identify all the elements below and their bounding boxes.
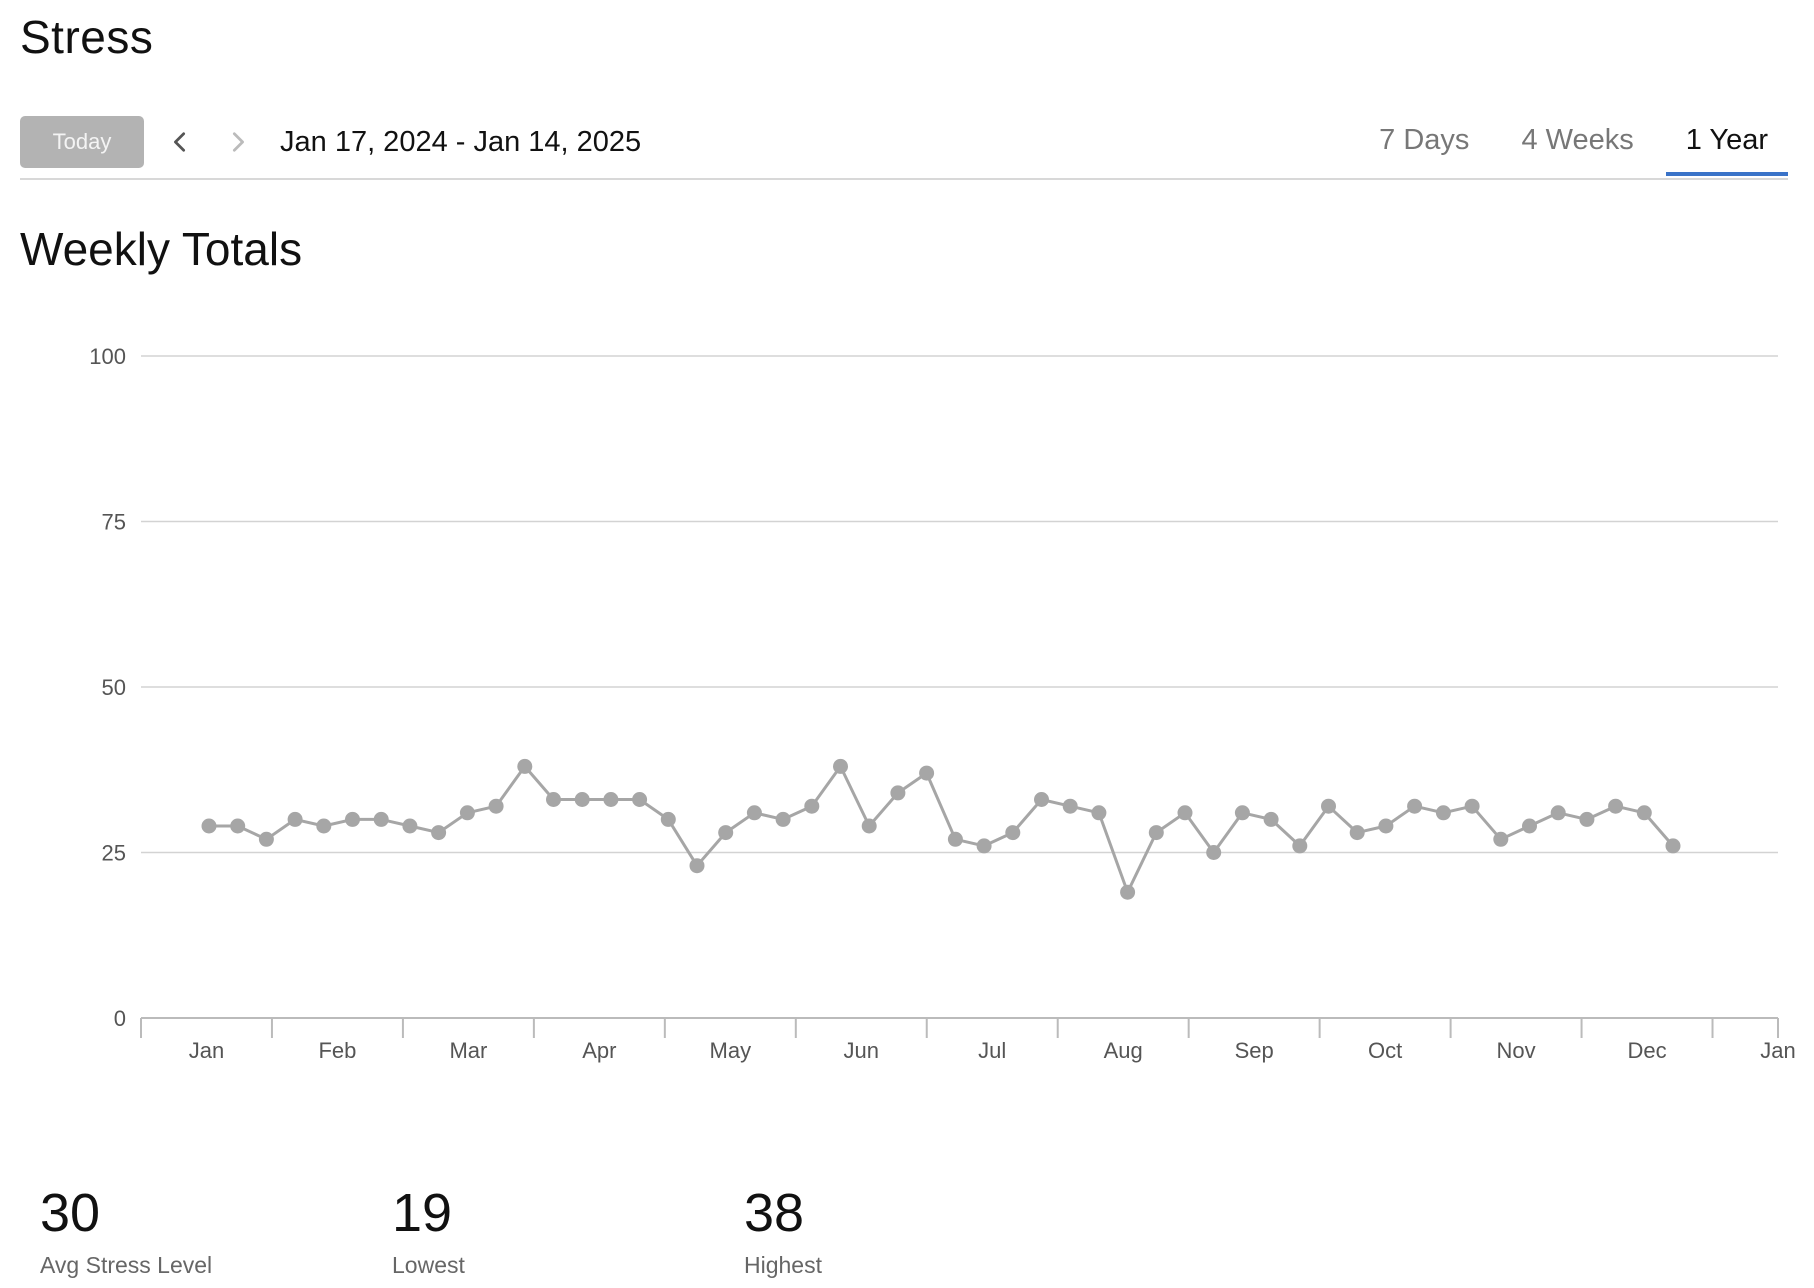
stat-highest-value: 38 bbox=[744, 1183, 805, 1243]
data-point bbox=[345, 811, 360, 827]
data-point bbox=[1378, 818, 1394, 834]
chevron-left-icon[interactable] bbox=[162, 124, 198, 160]
stat-avg-label: Avg Stress Level bbox=[40, 1252, 213, 1278]
data-point bbox=[201, 818, 217, 834]
data-point bbox=[287, 811, 303, 827]
stat-lowest: 19 Lowest bbox=[392, 1186, 692, 1279]
data-point bbox=[1177, 805, 1193, 821]
today-button[interactable]: Today bbox=[20, 116, 144, 168]
toolbar: Today Jan 17, 2024 - Jan 14, 2025 7 Days… bbox=[20, 116, 1788, 180]
data-point bbox=[861, 818, 877, 834]
data-point bbox=[947, 831, 963, 847]
data-point bbox=[1522, 818, 1537, 834]
data-point bbox=[689, 858, 705, 874]
data-point bbox=[775, 811, 791, 827]
data-point bbox=[1608, 798, 1624, 814]
data-point bbox=[1263, 811, 1279, 827]
data-point bbox=[1636, 805, 1652, 821]
stat-lowest-label: Lowest bbox=[392, 1252, 465, 1278]
data-point bbox=[1034, 792, 1049, 807]
data-point bbox=[1005, 825, 1021, 841]
x-tick-label: May bbox=[710, 1038, 752, 1063]
stat-avg-value: 30 bbox=[40, 1183, 101, 1243]
data-point bbox=[258, 831, 274, 847]
data-point bbox=[1206, 845, 1222, 860]
data-point bbox=[574, 792, 590, 807]
stat-highest: 38 Highest bbox=[744, 1186, 1044, 1279]
range-tabs: 7 Days 4 Weeks 1 Year bbox=[1347, 116, 1788, 178]
data-point bbox=[1120, 884, 1136, 900]
data-point bbox=[1550, 805, 1566, 821]
series-line bbox=[209, 764, 1675, 894]
stat-lowest-value: 19 bbox=[392, 1183, 453, 1243]
data-point bbox=[632, 792, 648, 807]
x-tick-label: Aug bbox=[1104, 1038, 1143, 1063]
data-point bbox=[1579, 811, 1595, 827]
stat-avg: 30 Avg Stress Level bbox=[40, 1186, 340, 1279]
data-point bbox=[517, 758, 533, 774]
tab-1-year[interactable]: 1 Year bbox=[1665, 116, 1788, 176]
data-point bbox=[1493, 831, 1509, 847]
data-point bbox=[746, 805, 762, 821]
data-point bbox=[431, 825, 447, 841]
x-tick-label: Oct bbox=[1368, 1038, 1402, 1063]
stat-highest-label: Highest bbox=[744, 1252, 822, 1278]
data-point bbox=[230, 818, 246, 834]
x-tick-label: Jul bbox=[978, 1038, 1006, 1063]
data-point bbox=[919, 765, 935, 781]
data-point bbox=[718, 825, 734, 841]
x-tick-label: Jun bbox=[844, 1038, 879, 1063]
page-title: Stress bbox=[20, 11, 154, 63]
data-point bbox=[890, 785, 906, 801]
y-tick-label: 0 bbox=[114, 1006, 126, 1031]
data-point bbox=[488, 798, 504, 814]
x-tick-label: Jan bbox=[189, 1038, 224, 1063]
data-point bbox=[1464, 798, 1480, 814]
y-tick-label: 100 bbox=[89, 344, 126, 369]
data-point bbox=[660, 811, 676, 827]
data-point bbox=[804, 798, 820, 814]
data-point bbox=[1148, 825, 1164, 841]
y-tick-label: 25 bbox=[102, 841, 126, 866]
x-tick-label: Sep bbox=[1235, 1038, 1274, 1063]
date-range-label: Jan 17, 2024 - Jan 14, 2025 bbox=[280, 126, 642, 158]
chevron-right-icon[interactable] bbox=[220, 124, 256, 160]
x-tick-label: Apr bbox=[582, 1038, 616, 1063]
x-tick-label: Mar bbox=[449, 1038, 487, 1063]
x-tick-label: Jan bbox=[1760, 1038, 1795, 1063]
data-point bbox=[1321, 798, 1336, 814]
data-point bbox=[1349, 825, 1365, 841]
data-point bbox=[1292, 838, 1308, 854]
data-point bbox=[1062, 798, 1078, 814]
data-point bbox=[1435, 805, 1451, 821]
data-point bbox=[459, 805, 475, 821]
data-point bbox=[546, 792, 561, 807]
x-tick-label: Feb bbox=[318, 1038, 356, 1063]
data-point bbox=[316, 818, 332, 834]
x-tick-label: Nov bbox=[1497, 1038, 1536, 1063]
x-tick-label: Dec bbox=[1627, 1038, 1666, 1063]
data-point bbox=[833, 758, 848, 774]
weekly-totals-chart: 0 25 50 75 100 Jan Feb Mar Apr May Jun Jul Aug Sep Oct… bbox=[89, 344, 1795, 1063]
data-point bbox=[976, 838, 992, 854]
data-point bbox=[1091, 805, 1107, 821]
data-point bbox=[373, 811, 389, 827]
data-point bbox=[402, 818, 418, 834]
section-title: Weekly Totals bbox=[20, 223, 303, 275]
tab-4-weeks[interactable]: 4 Weeks bbox=[1521, 124, 1634, 156]
tab-7-days[interactable]: 7 Days bbox=[1379, 124, 1470, 156]
y-tick-label: 50 bbox=[102, 675, 126, 700]
data-point bbox=[1665, 838, 1681, 854]
data-point bbox=[1407, 798, 1423, 814]
y-tick-label: 75 bbox=[102, 510, 126, 535]
data-point bbox=[1234, 805, 1250, 821]
data-point bbox=[603, 792, 619, 807]
